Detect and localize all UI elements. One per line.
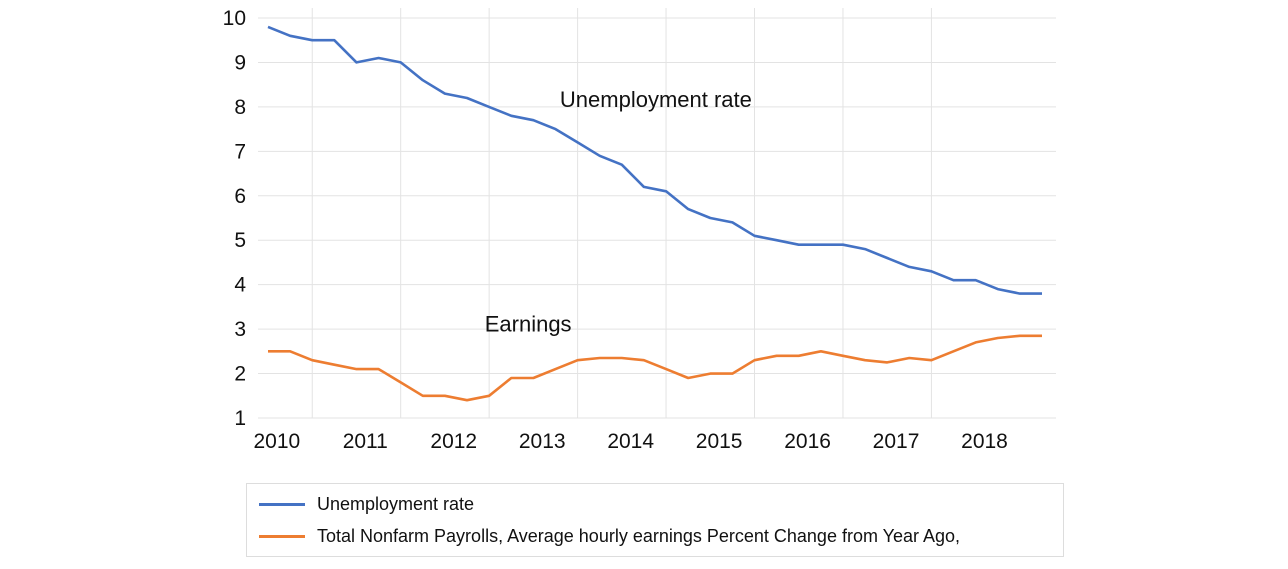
x-tick-label: 2013 bbox=[519, 430, 566, 453]
x-tick-label: 2018 bbox=[961, 430, 1008, 453]
legend-entry-earnings: Total Nonfarm Payrolls, Average hourly e… bbox=[259, 524, 960, 548]
y-tick-label: 2 bbox=[234, 363, 246, 386]
legend-swatch-unemployment bbox=[259, 502, 305, 506]
y-tick-label: 9 bbox=[234, 51, 246, 74]
x-tick-label: 2017 bbox=[873, 430, 920, 453]
x-tick-label: 2016 bbox=[784, 430, 831, 453]
x-tick-label: 2015 bbox=[696, 430, 743, 453]
x-tick-label: 2014 bbox=[607, 430, 654, 453]
legend-label-unemployment: Unemployment rate bbox=[317, 493, 475, 514]
y-tick-label: 4 bbox=[234, 274, 246, 297]
legend-entry-unemployment: Unemployment rate bbox=[259, 492, 474, 516]
annotation-label: Earnings bbox=[485, 311, 572, 336]
annotation-label: Unemployment rate bbox=[560, 87, 752, 112]
y-tick-label: 5 bbox=[234, 229, 246, 252]
y-tick-label: 1 bbox=[234, 407, 246, 430]
annotations: Unemployment rate Earnings bbox=[485, 87, 752, 336]
gridlines bbox=[258, 8, 1056, 419]
x-axis-ticks: 2010 2011 2012 2013 2014 2015 2016 2017 2018 bbox=[253, 430, 1007, 453]
y-tick-label: 10 bbox=[223, 7, 246, 30]
legend-swatch-earnings bbox=[259, 534, 305, 538]
line-chart: 1 2 3 4 5 6 7 8 9 10 2010 2011 2012 2013 2014 2015 2016… bbox=[223, 7, 1056, 453]
x-tick-label: 2011 bbox=[343, 430, 388, 453]
series-lines bbox=[267, 25, 1042, 402]
earnings-line bbox=[268, 334, 1042, 402]
y-axis-ticks: 1 2 3 4 5 6 7 8 9 10 bbox=[223, 7, 247, 430]
legend: Unemployment rate Total Nonfarm Payrolls… bbox=[246, 483, 1064, 557]
x-tick-label: 2010 bbox=[253, 430, 300, 453]
legend-label-earnings: Total Nonfarm Payrolls, Average hourly e… bbox=[317, 525, 961, 546]
y-tick-label: 8 bbox=[234, 96, 246, 119]
x-tick-label: 2012 bbox=[430, 430, 477, 453]
unemployment-rate-line bbox=[267, 25, 1042, 295]
y-tick-label: 6 bbox=[234, 185, 246, 208]
y-tick-label: 3 bbox=[234, 318, 246, 341]
y-tick-label: 7 bbox=[234, 140, 246, 163]
